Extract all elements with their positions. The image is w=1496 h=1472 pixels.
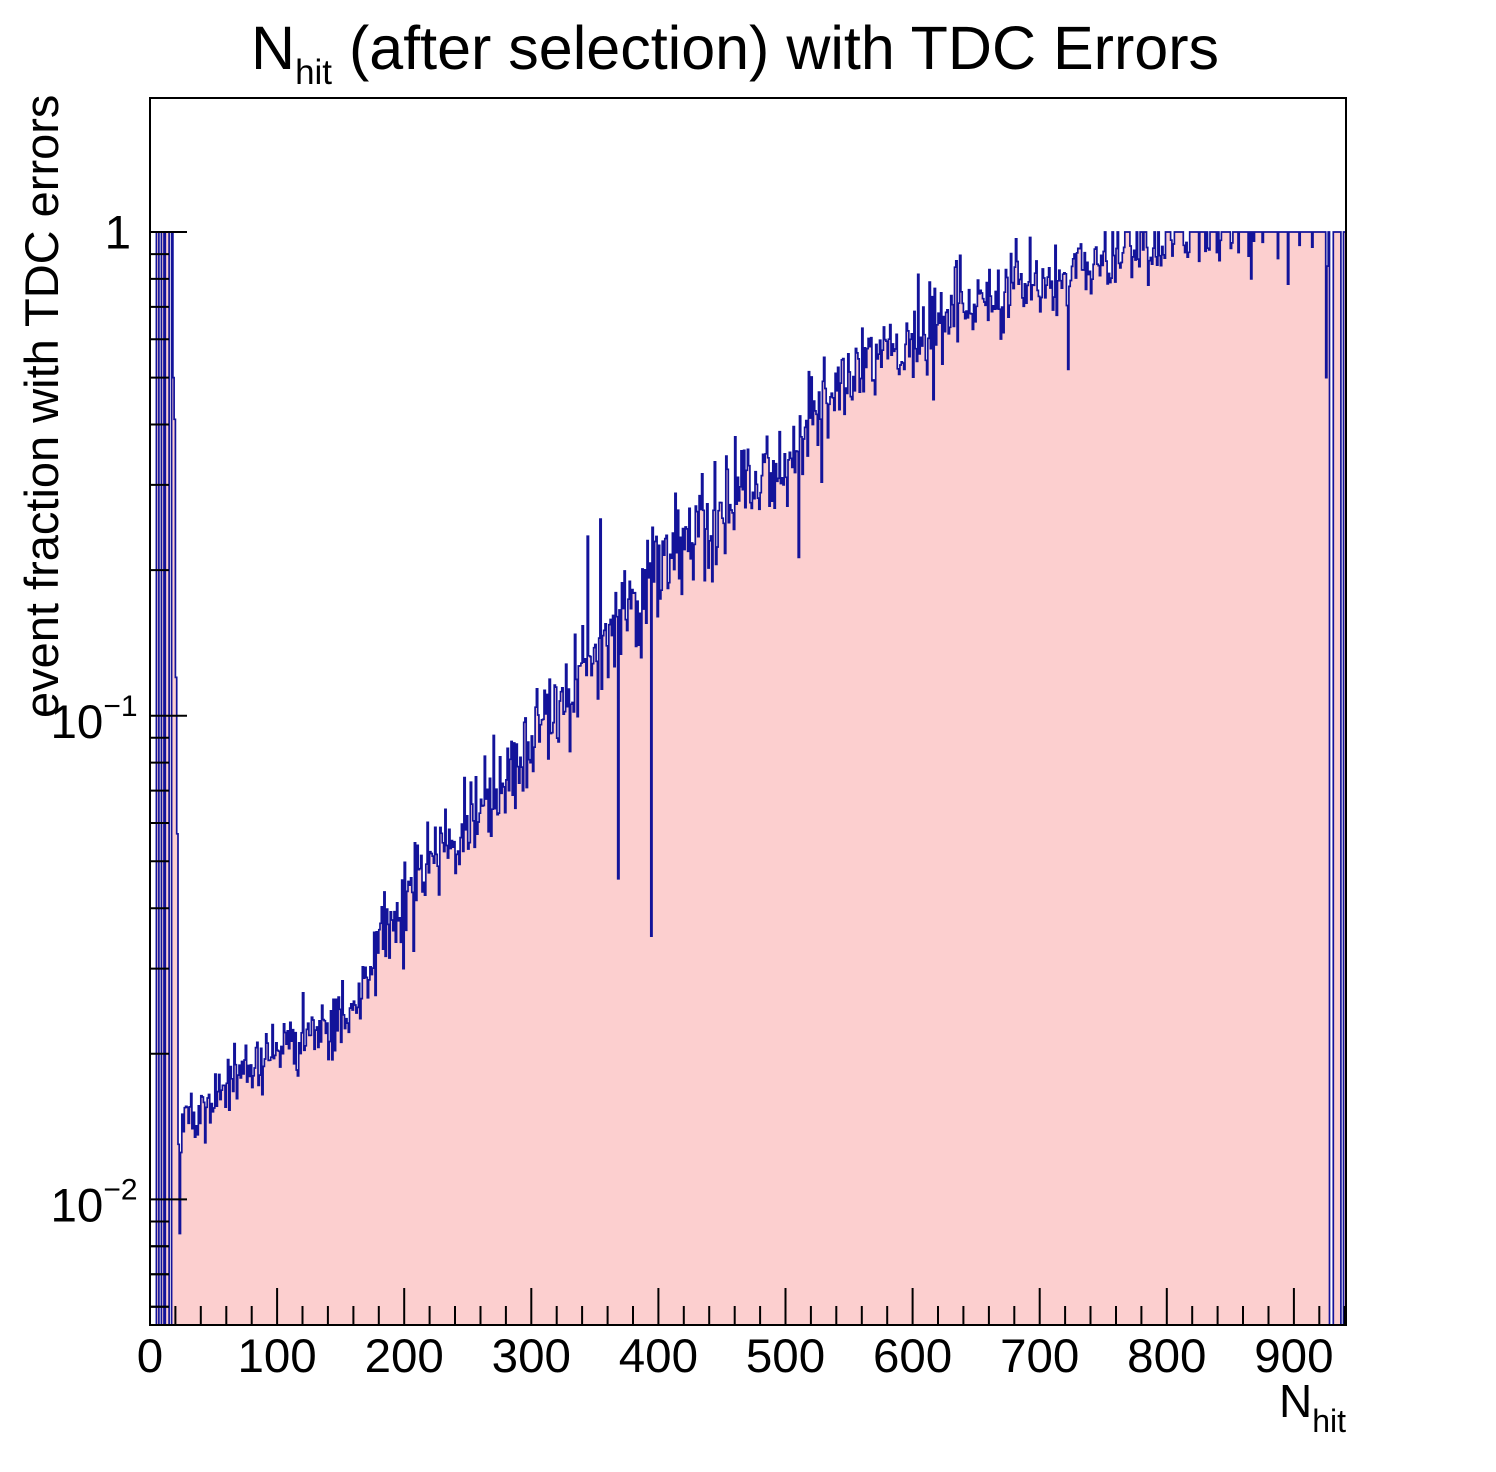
svg-text:0: 0 bbox=[137, 1330, 163, 1383]
svg-text:100: 100 bbox=[237, 1330, 316, 1383]
svg-text:700: 700 bbox=[1000, 1330, 1079, 1383]
svg-text:800: 800 bbox=[1127, 1330, 1206, 1383]
svg-text:event fraction with TDC errors: event fraction with TDC errors bbox=[15, 95, 68, 718]
svg-text:400: 400 bbox=[619, 1330, 698, 1383]
svg-text:Nhit (after selection) with TD: Nhit (after selection) with TDC Errors bbox=[251, 14, 1219, 92]
svg-text:500: 500 bbox=[746, 1330, 825, 1383]
svg-text:200: 200 bbox=[365, 1330, 444, 1383]
svg-text:300: 300 bbox=[492, 1330, 571, 1383]
svg-text:1: 1 bbox=[105, 207, 131, 260]
svg-text:900: 900 bbox=[1254, 1330, 1333, 1383]
svg-text:10−1: 10−1 bbox=[51, 690, 138, 749]
svg-text:600: 600 bbox=[873, 1330, 952, 1383]
